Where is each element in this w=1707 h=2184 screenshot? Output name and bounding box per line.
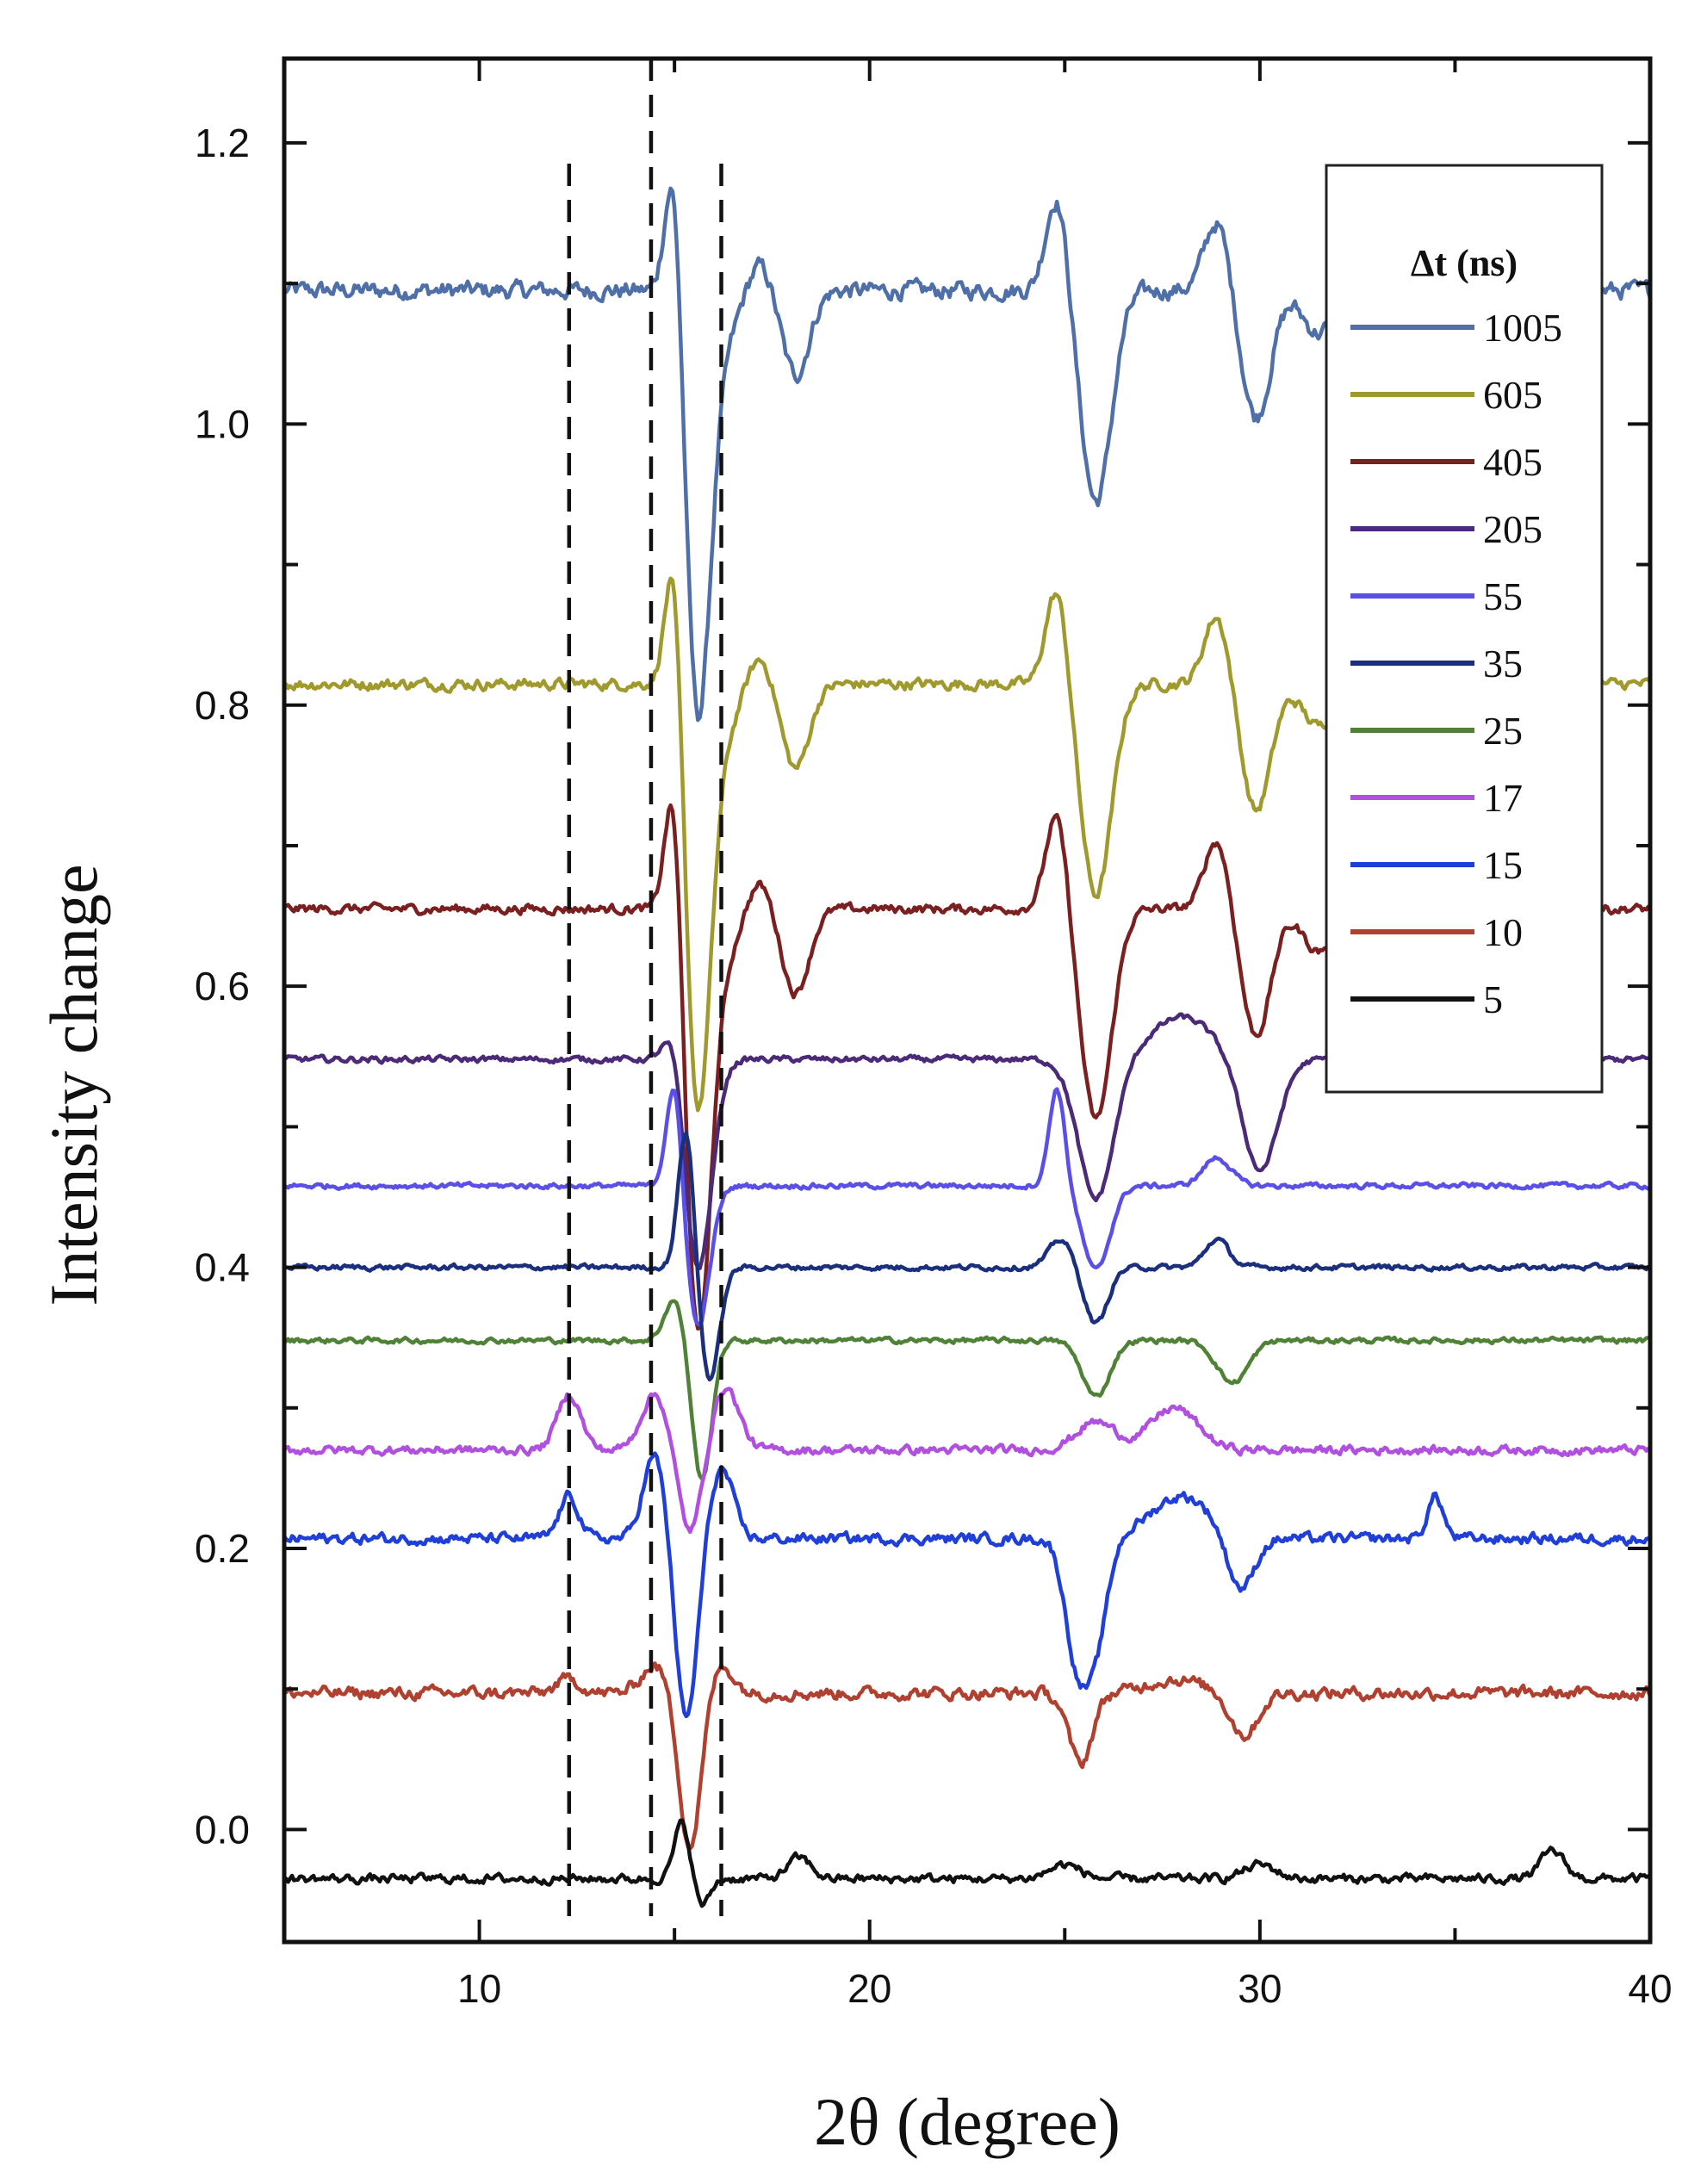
legend-label-35: 35 [1483,642,1523,686]
axis-tick-labels: 10 20 30 40 0.0 0.2 0.4 0.6 0.8 1.0 1.2 [195,121,1673,2011]
series-lines [282,186,1653,1908]
legend-label-5: 5 [1483,977,1503,1021]
x-tick-label: 20 [847,1966,891,2011]
y-tick-label: 0.6 [195,964,250,1008]
legend-label-405: 405 [1483,440,1543,484]
legend-label-25: 25 [1483,709,1523,753]
x-axis-title: 2θ (degree) [814,2084,1120,2159]
series-line-17 [282,1387,1652,1535]
legend-label-17: 17 [1483,776,1523,820]
legend-box [1325,164,1604,1094]
legend-label-15: 15 [1483,843,1523,887]
dashed-reference-lines [567,59,723,1916]
legend-label-1005: 1005 [1483,306,1562,350]
y-tick-label: 0.4 [195,1245,250,1290]
x-tick-label: 30 [1238,1966,1282,2011]
series-line-55 [282,1087,1652,1327]
y-tick-label: 1.0 [195,401,250,446]
legend-label-205: 205 [1483,507,1543,551]
series-line-5 [283,1818,1652,1908]
x-tick-label: 40 [1628,1966,1672,2011]
plot-frame [282,56,1653,1945]
legend: Δt (ns) 1005 605 405 205 55 35 25 17 15 10 5 [1325,164,1604,1094]
series-line-10 [282,1661,1653,1851]
y-tick-label: 0.8 [195,683,250,728]
y-axis-title: Intensity change [36,864,111,1306]
axis-ticks [282,59,1652,1942]
legend-label-605: 605 [1483,373,1543,417]
legend-label-10: 10 [1483,910,1523,954]
legend-items: 1005 605 405 205 55 35 25 17 15 10 5 [1350,306,1562,1021]
legend-label-55: 55 [1483,574,1523,618]
series-line-25 [283,1299,1651,1481]
y-tick-label: 1.2 [195,121,250,165]
series-line-35 [282,1131,1651,1382]
legend-title: Δt (ns) [1411,242,1518,284]
y-tick-label: 0.2 [195,1526,250,1571]
y-tick-label: 0.0 [195,1807,250,1852]
x-tick-label: 10 [457,1966,501,2011]
series-line-15 [282,1451,1651,1719]
